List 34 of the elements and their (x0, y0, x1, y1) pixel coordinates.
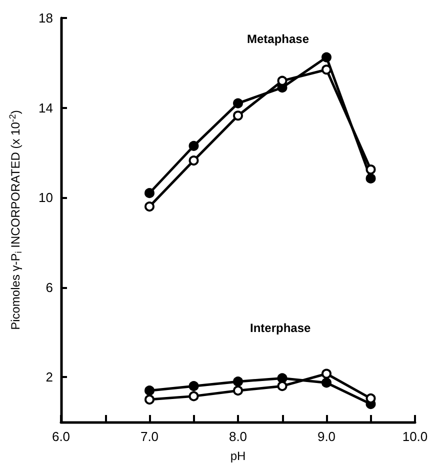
y-tick-label: 10 (38, 190, 53, 206)
x-tick-label: 7.0 (140, 429, 159, 444)
x-tick-label: 9.0 (317, 429, 336, 444)
point (233, 110, 243, 121)
y-tick-label: 6 (46, 280, 53, 295)
point (233, 98, 243, 108)
point (366, 164, 376, 174)
point (277, 381, 288, 392)
point (144, 386, 154, 396)
point (233, 376, 243, 387)
x-axis-title: pH (230, 449, 246, 463)
point (144, 188, 154, 198)
point (322, 368, 332, 379)
point (144, 202, 154, 212)
point (233, 386, 243, 396)
point (144, 394, 154, 405)
point (322, 378, 332, 388)
point (322, 64, 332, 75)
y-tick-label: 18 (38, 10, 53, 26)
annotation: Metaphase (247, 32, 310, 46)
point (188, 140, 199, 151)
y-tick-label: 14 (38, 100, 53, 116)
point (188, 156, 199, 166)
point (188, 391, 199, 402)
y-tick-label: 2 (46, 370, 53, 385)
y-axis-title: Picomoles γ-Pi INCORPORATED (x 10-2) (8, 110, 24, 330)
x-tick-label: 6.0 (52, 429, 70, 444)
x-tick-label: 8.0 (228, 429, 248, 444)
annotation: Interphase (250, 321, 312, 335)
point (366, 173, 376, 184)
x-tick-label: 10.0 (402, 429, 428, 444)
point (188, 381, 199, 392)
point (322, 52, 332, 62)
point (277, 373, 288, 384)
